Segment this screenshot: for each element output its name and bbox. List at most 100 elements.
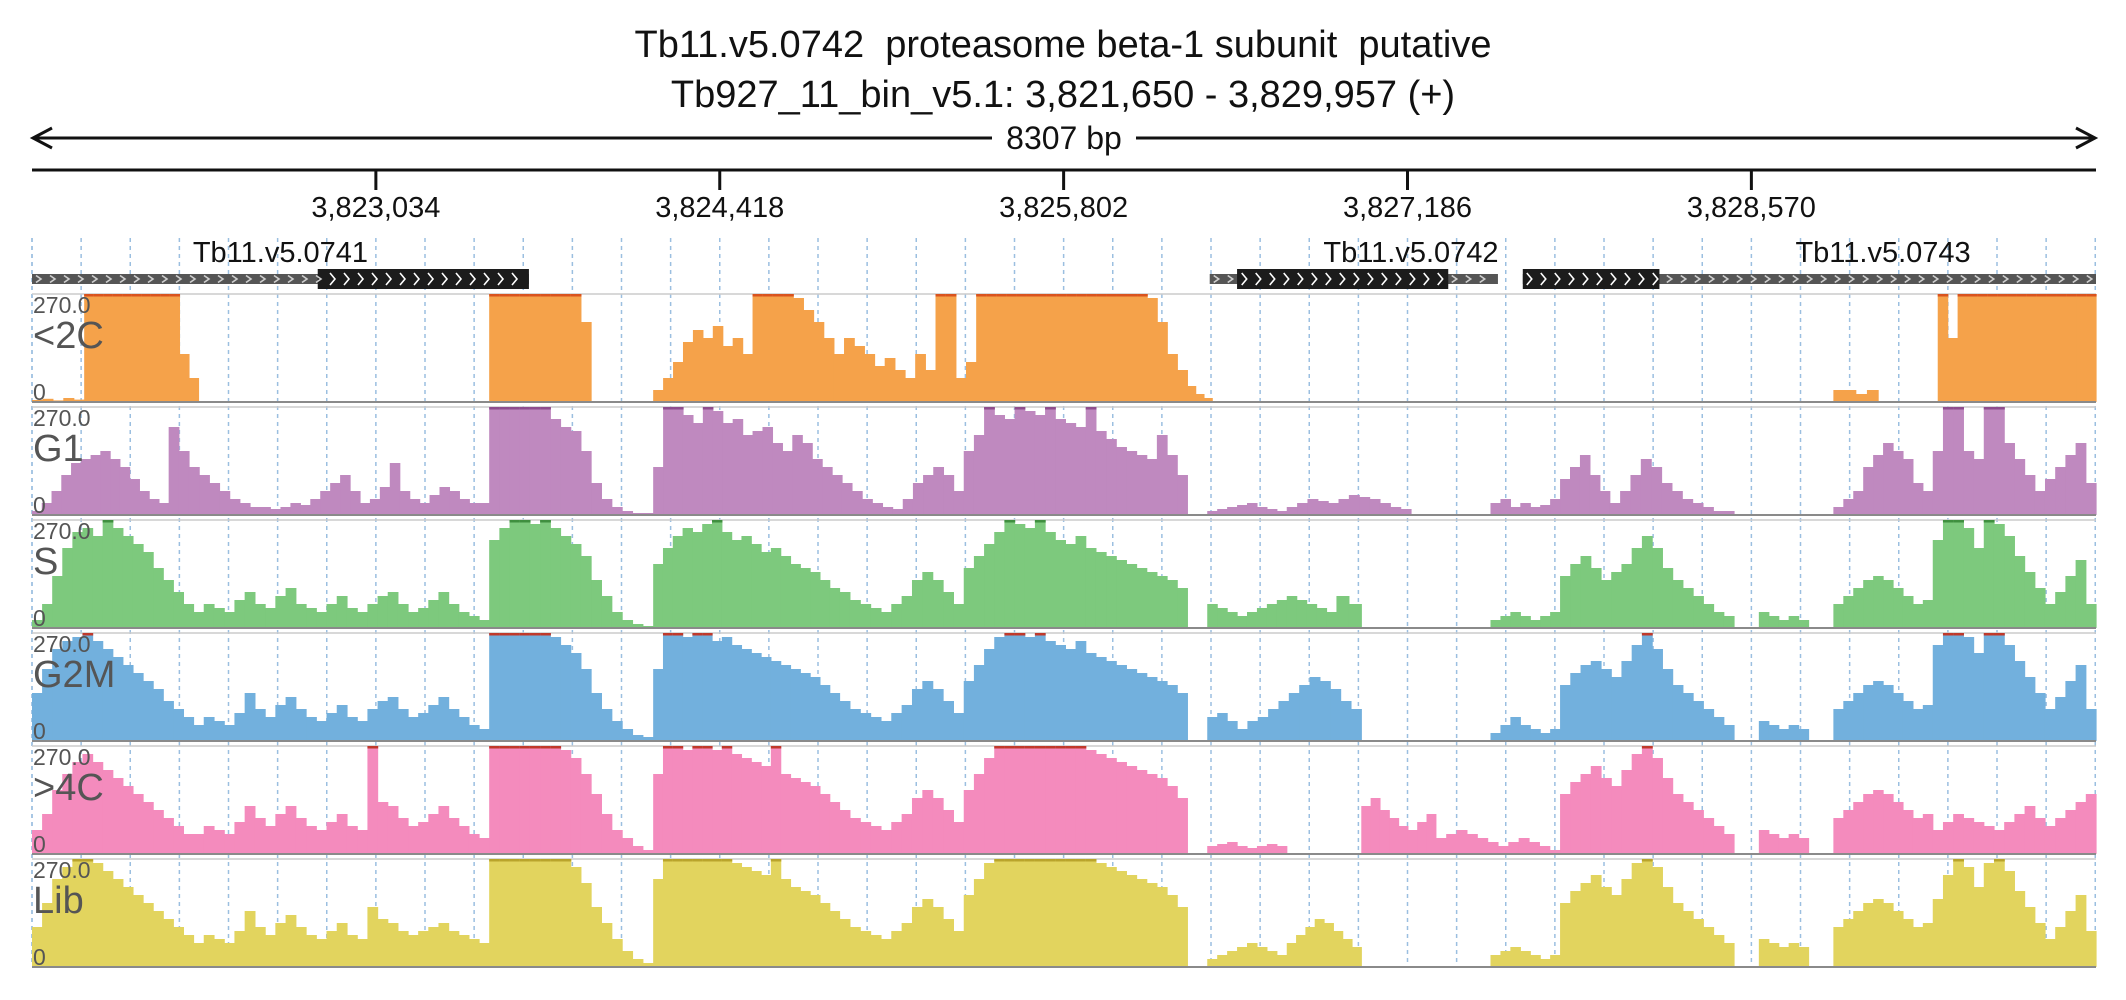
clip-marker [529,746,541,749]
clip-marker [1957,294,1969,297]
coverage-bar [438,806,450,854]
coverage-bar [772,294,784,402]
coverage-bar [499,407,511,515]
track-5: 270.0>4C 0 [32,744,2097,857]
coverage-bar [1146,572,1158,628]
coverage-bar [2034,693,2046,741]
coverage-bar [90,455,101,515]
coverage-bar [489,294,500,402]
coverage-bar [1085,750,1097,854]
coverage-bar [880,830,892,854]
coverage-bar [591,693,602,741]
coverage-bar [72,762,84,854]
coverage-bar [1912,927,1924,967]
coverage-bar [1631,548,1643,628]
clip-marker [752,294,764,297]
clip-marker [1967,294,1978,297]
coverage-bar [1328,503,1340,515]
clip-marker [662,746,674,749]
coverage-bar [93,294,104,402]
coverage-bar [851,491,863,515]
coverage-bar [129,479,140,515]
coverage-bar [1993,830,2005,854]
coverage-bar [1778,838,1790,854]
coverage-bar [1580,774,1592,854]
coverage-bar [751,762,762,854]
coverage-bar [800,782,811,854]
coverage-bar [1682,588,1694,628]
coverage-bar [601,923,613,967]
coverage-bar [653,390,664,402]
coverage-bar [1256,846,1268,854]
coverage-bar [1609,503,1621,515]
strand-arrow [133,274,141,284]
coverage-bar [1693,810,1704,854]
coverage-bar [2065,681,2077,741]
coverage-bar [306,717,317,741]
coverage-bar [1217,955,1228,967]
clip-marker [489,859,500,862]
clip-marker [489,633,500,636]
clip-marker [1045,407,1056,410]
clip-marker [540,407,551,410]
coverage-bar [1497,846,1509,854]
coverage-bar [1778,947,1790,967]
coverage-bar [1407,830,1418,854]
coverage-bar [580,451,592,515]
clip-marker [519,859,531,862]
coverage-bar [1520,616,1531,628]
ruler-tick-label: 3,823,034 [311,192,440,224]
coverage-bar [1723,943,1735,967]
clip-marker [1085,859,1097,862]
coverage-bar [1703,604,1715,628]
coverage-bar [429,495,441,515]
strand-arrow [1610,272,1617,286]
strand-arrow [1395,272,1402,286]
coverage-bar [1580,883,1592,967]
clip-marker [540,633,551,636]
coverage-bar [1713,826,1725,854]
coverage-bar [1902,596,1914,628]
coverage-bar [367,604,379,628]
clip-marker [712,859,723,862]
coverage-bar [359,503,371,515]
coverage-bar [1873,790,1884,854]
coverage-bar [1299,685,1311,741]
coverage-bar [1203,398,1213,402]
strand-arrow [1624,272,1631,286]
coverage-bar [1942,520,1954,628]
coverage-bar [1014,746,1026,854]
coverage-bar [1435,838,1447,854]
coverage-bar [489,746,500,854]
strand-arrow [1269,272,1276,286]
coverage-bar [1400,509,1412,515]
coverage-bar [1348,604,1362,628]
coverage-bar [183,604,195,628]
coverage-bar [712,750,723,854]
clip-marker [550,746,562,749]
coverage-bar [122,294,133,402]
coverage-bar [751,544,762,628]
coverage-bar [1086,294,1098,402]
coverage-bar [1075,859,1087,967]
coverage-bar [519,294,531,402]
coverage-bar [1066,294,1078,402]
coverage-bar [1034,746,1046,854]
coverage-bar [459,499,470,515]
coverage-bar [1863,685,1874,741]
coverage-bar [1156,576,1168,628]
coverage-bar [1116,560,1127,628]
coverage-bar [560,427,572,515]
coverage-bar [112,528,124,628]
coverage-bar [285,806,297,854]
clip-marker [994,746,1006,749]
clip-marker [1993,407,2005,410]
coverage-bar [1336,596,1350,628]
strand-arrow [273,274,281,284]
coverage-bar [519,746,531,854]
coverage-bar [32,693,43,741]
coverage-bar [1788,616,1800,628]
track-name-label: <2C [33,315,104,357]
coverage-bar [1014,524,1026,628]
strand-arrow [1680,274,1688,284]
